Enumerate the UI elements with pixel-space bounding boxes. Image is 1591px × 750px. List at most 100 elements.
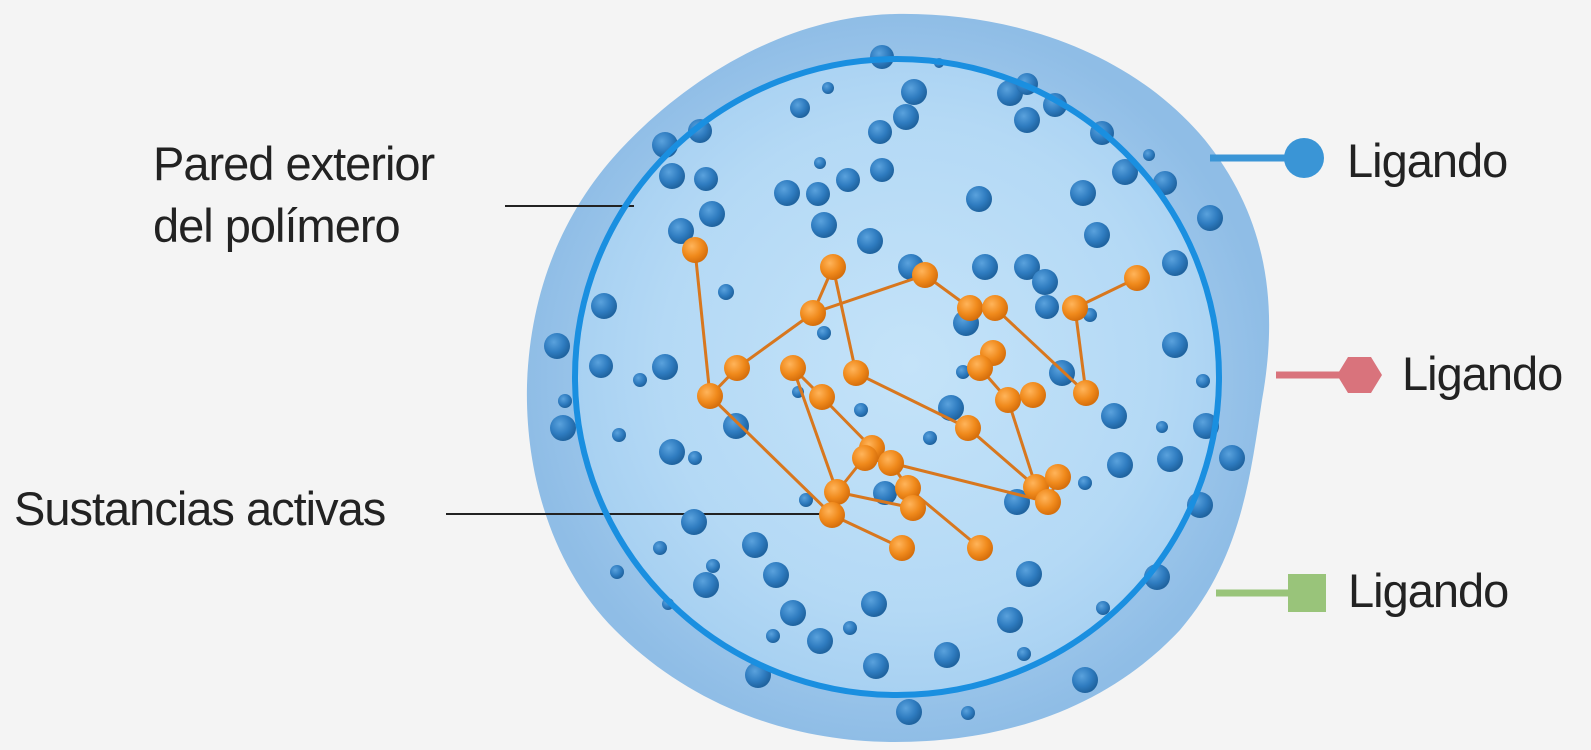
outer-wall-label-line1: Pared exterior <box>153 137 435 190</box>
active-substance-link <box>1073 307 1088 394</box>
active-substance-node <box>1073 380 1099 406</box>
blue-particle <box>857 228 883 254</box>
blue-particle <box>589 354 613 378</box>
blue-particle <box>1078 476 1092 490</box>
blue-particle <box>972 254 998 280</box>
blue-particle <box>681 509 707 535</box>
blue-particle <box>961 706 975 720</box>
blue-particle <box>1157 446 1183 472</box>
blue-particle-group <box>544 45 1245 725</box>
blue-particle <box>861 591 887 617</box>
blue-particle <box>1156 421 1168 433</box>
active-substance-node <box>1045 464 1071 490</box>
blue-particle <box>544 333 570 359</box>
blue-particle <box>693 572 719 598</box>
blue-particle <box>694 167 718 191</box>
active-substance-link <box>967 426 1037 489</box>
blue-particle <box>1017 647 1031 661</box>
active-substance-link <box>890 461 1049 504</box>
blue-particle <box>811 212 837 238</box>
blue-particle <box>1107 452 1133 478</box>
active-substance-node <box>809 384 835 410</box>
blue-particle <box>799 493 813 507</box>
blue-particle <box>956 365 970 379</box>
blue-particle <box>938 395 964 421</box>
blue-particle <box>1143 149 1155 161</box>
blue-particle <box>1196 374 1210 388</box>
blue-particle <box>854 403 868 417</box>
active-substance-node <box>1020 382 1046 408</box>
blue-particle <box>870 158 894 182</box>
active-substance-node <box>955 415 981 441</box>
blue-particle <box>1197 205 1223 231</box>
blue-particle <box>1016 561 1042 587</box>
active-substance-node <box>878 450 904 476</box>
active-substance-link <box>791 367 839 493</box>
ligand-1-label: Ligando <box>1347 134 1508 187</box>
blue-particle <box>780 600 806 626</box>
blue-particle <box>1032 269 1058 295</box>
ligand-3-label: Ligando <box>1348 564 1509 617</box>
blue-particle <box>822 82 834 94</box>
active-substance-node <box>995 387 1021 413</box>
blue-particle <box>659 439 685 465</box>
active-substance-node <box>820 254 846 280</box>
active-substance-node <box>895 475 921 501</box>
blue-particle <box>997 607 1023 633</box>
blue-particle <box>659 163 685 189</box>
blue-particle <box>817 326 831 340</box>
blue-particle <box>934 642 960 668</box>
blue-particle <box>766 629 780 643</box>
ligand-1-marker <box>1210 138 1324 178</box>
membrane-ring <box>572 56 1222 698</box>
active-substance-link <box>831 266 858 374</box>
blue-particle <box>706 559 720 573</box>
square-ligand-icon <box>1288 574 1326 612</box>
active-substance-node <box>1035 489 1061 515</box>
blue-particle <box>610 565 624 579</box>
active-substance-link <box>693 249 712 397</box>
active-substance-link <box>812 273 926 315</box>
blue-particle <box>774 180 800 206</box>
blue-particle <box>863 653 889 679</box>
outer-wall-label-line2: del polímero <box>153 199 401 253</box>
active-substance-node <box>1062 295 1088 321</box>
active-substance-node <box>889 535 915 561</box>
ligand-3-marker <box>1216 574 1326 612</box>
blue-particle <box>1014 107 1040 133</box>
active-substance-node <box>967 535 993 561</box>
blue-particle <box>1072 667 1098 693</box>
blue-particle <box>868 120 892 144</box>
blue-particle <box>1101 403 1127 429</box>
active-substance-node <box>852 445 878 471</box>
blue-particle <box>1162 250 1188 276</box>
active-substance-node <box>1124 265 1150 291</box>
active-substance-link <box>708 394 834 517</box>
blue-particle <box>790 98 810 118</box>
active-substance-node <box>982 295 1008 321</box>
hexagon-ligand-icon <box>1337 357 1382 393</box>
active-substances-label: Sustancias activas <box>14 482 386 535</box>
active-substance-node <box>724 355 750 381</box>
blue-particle <box>966 186 992 212</box>
active-substance-link <box>1006 399 1038 488</box>
ligand-2-label: Ligando <box>1402 347 1563 400</box>
blue-particle <box>814 157 826 169</box>
blue-particle <box>923 431 937 445</box>
active-substance-node <box>682 237 708 263</box>
blue-particle <box>901 79 927 105</box>
active-substance-node <box>967 355 993 381</box>
blue-particle <box>1162 332 1188 358</box>
blue-particle <box>633 373 647 387</box>
active-substance-node <box>900 495 926 521</box>
blue-particle <box>699 201 725 227</box>
outer-wall-label: Pared exterior del polímero <box>153 133 435 257</box>
blue-particle <box>893 104 919 130</box>
blue-particle <box>836 168 860 192</box>
blue-particle <box>1112 159 1138 185</box>
active-substance-node <box>819 502 845 528</box>
blue-particle <box>558 394 572 408</box>
active-substance-node <box>957 295 983 321</box>
active-substance-link <box>736 311 814 370</box>
active-substance-node <box>697 383 723 409</box>
